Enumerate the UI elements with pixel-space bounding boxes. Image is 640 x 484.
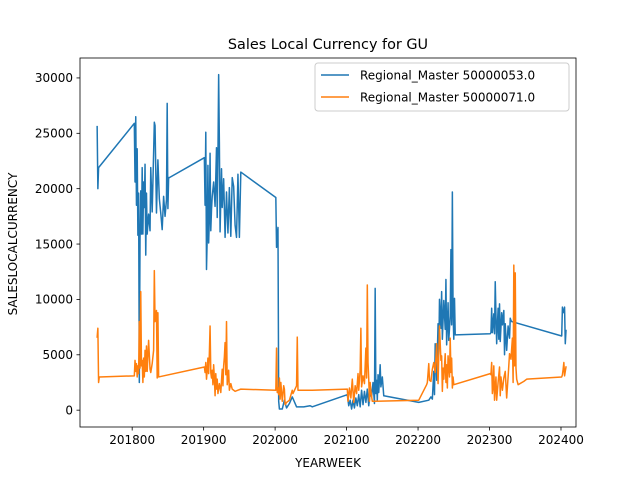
x-tick-label: 202300 xyxy=(467,433,513,447)
series-line-2 xyxy=(96,264,567,406)
legend-frame xyxy=(314,62,570,112)
legend: Regional_Master 50000053.0 Regional_Maste… xyxy=(314,62,570,112)
y-tick-label: 15000 xyxy=(35,237,73,251)
plot-frame xyxy=(79,57,577,428)
x-tick-label: 202000 xyxy=(252,433,298,447)
x-tick-label: 201900 xyxy=(181,433,227,447)
x-axis-label: YEARWEEK xyxy=(294,456,362,470)
legend-label-2: Regional_Master 50000071.0 xyxy=(360,90,535,104)
x-tick-label: 201800 xyxy=(109,433,155,447)
y-tick-label: 0 xyxy=(65,403,73,417)
y-tick-label: 10000 xyxy=(35,293,73,307)
y-tick-label: 25000 xyxy=(35,127,73,141)
chart-title: Sales Local Currency for GU xyxy=(228,37,428,53)
series-line-1 xyxy=(96,73,567,410)
legend-label-1: Regional_Master 50000053.0 xyxy=(360,68,535,82)
y-tick-label: 30000 xyxy=(35,71,73,85)
x-tick-label: 202100 xyxy=(324,433,370,447)
x-tick-label: 202400 xyxy=(538,433,584,447)
y-axis-label: SALESLOCALCURRENCY xyxy=(6,172,20,315)
series-lines xyxy=(96,73,567,410)
y-tick-label: 20000 xyxy=(35,182,73,196)
y-tick-label: 5000 xyxy=(42,348,73,362)
plot-area: 201800 201900 202000 202100 202200 202300 2024… xyxy=(35,57,584,447)
x-tick-label: 202200 xyxy=(395,433,441,447)
